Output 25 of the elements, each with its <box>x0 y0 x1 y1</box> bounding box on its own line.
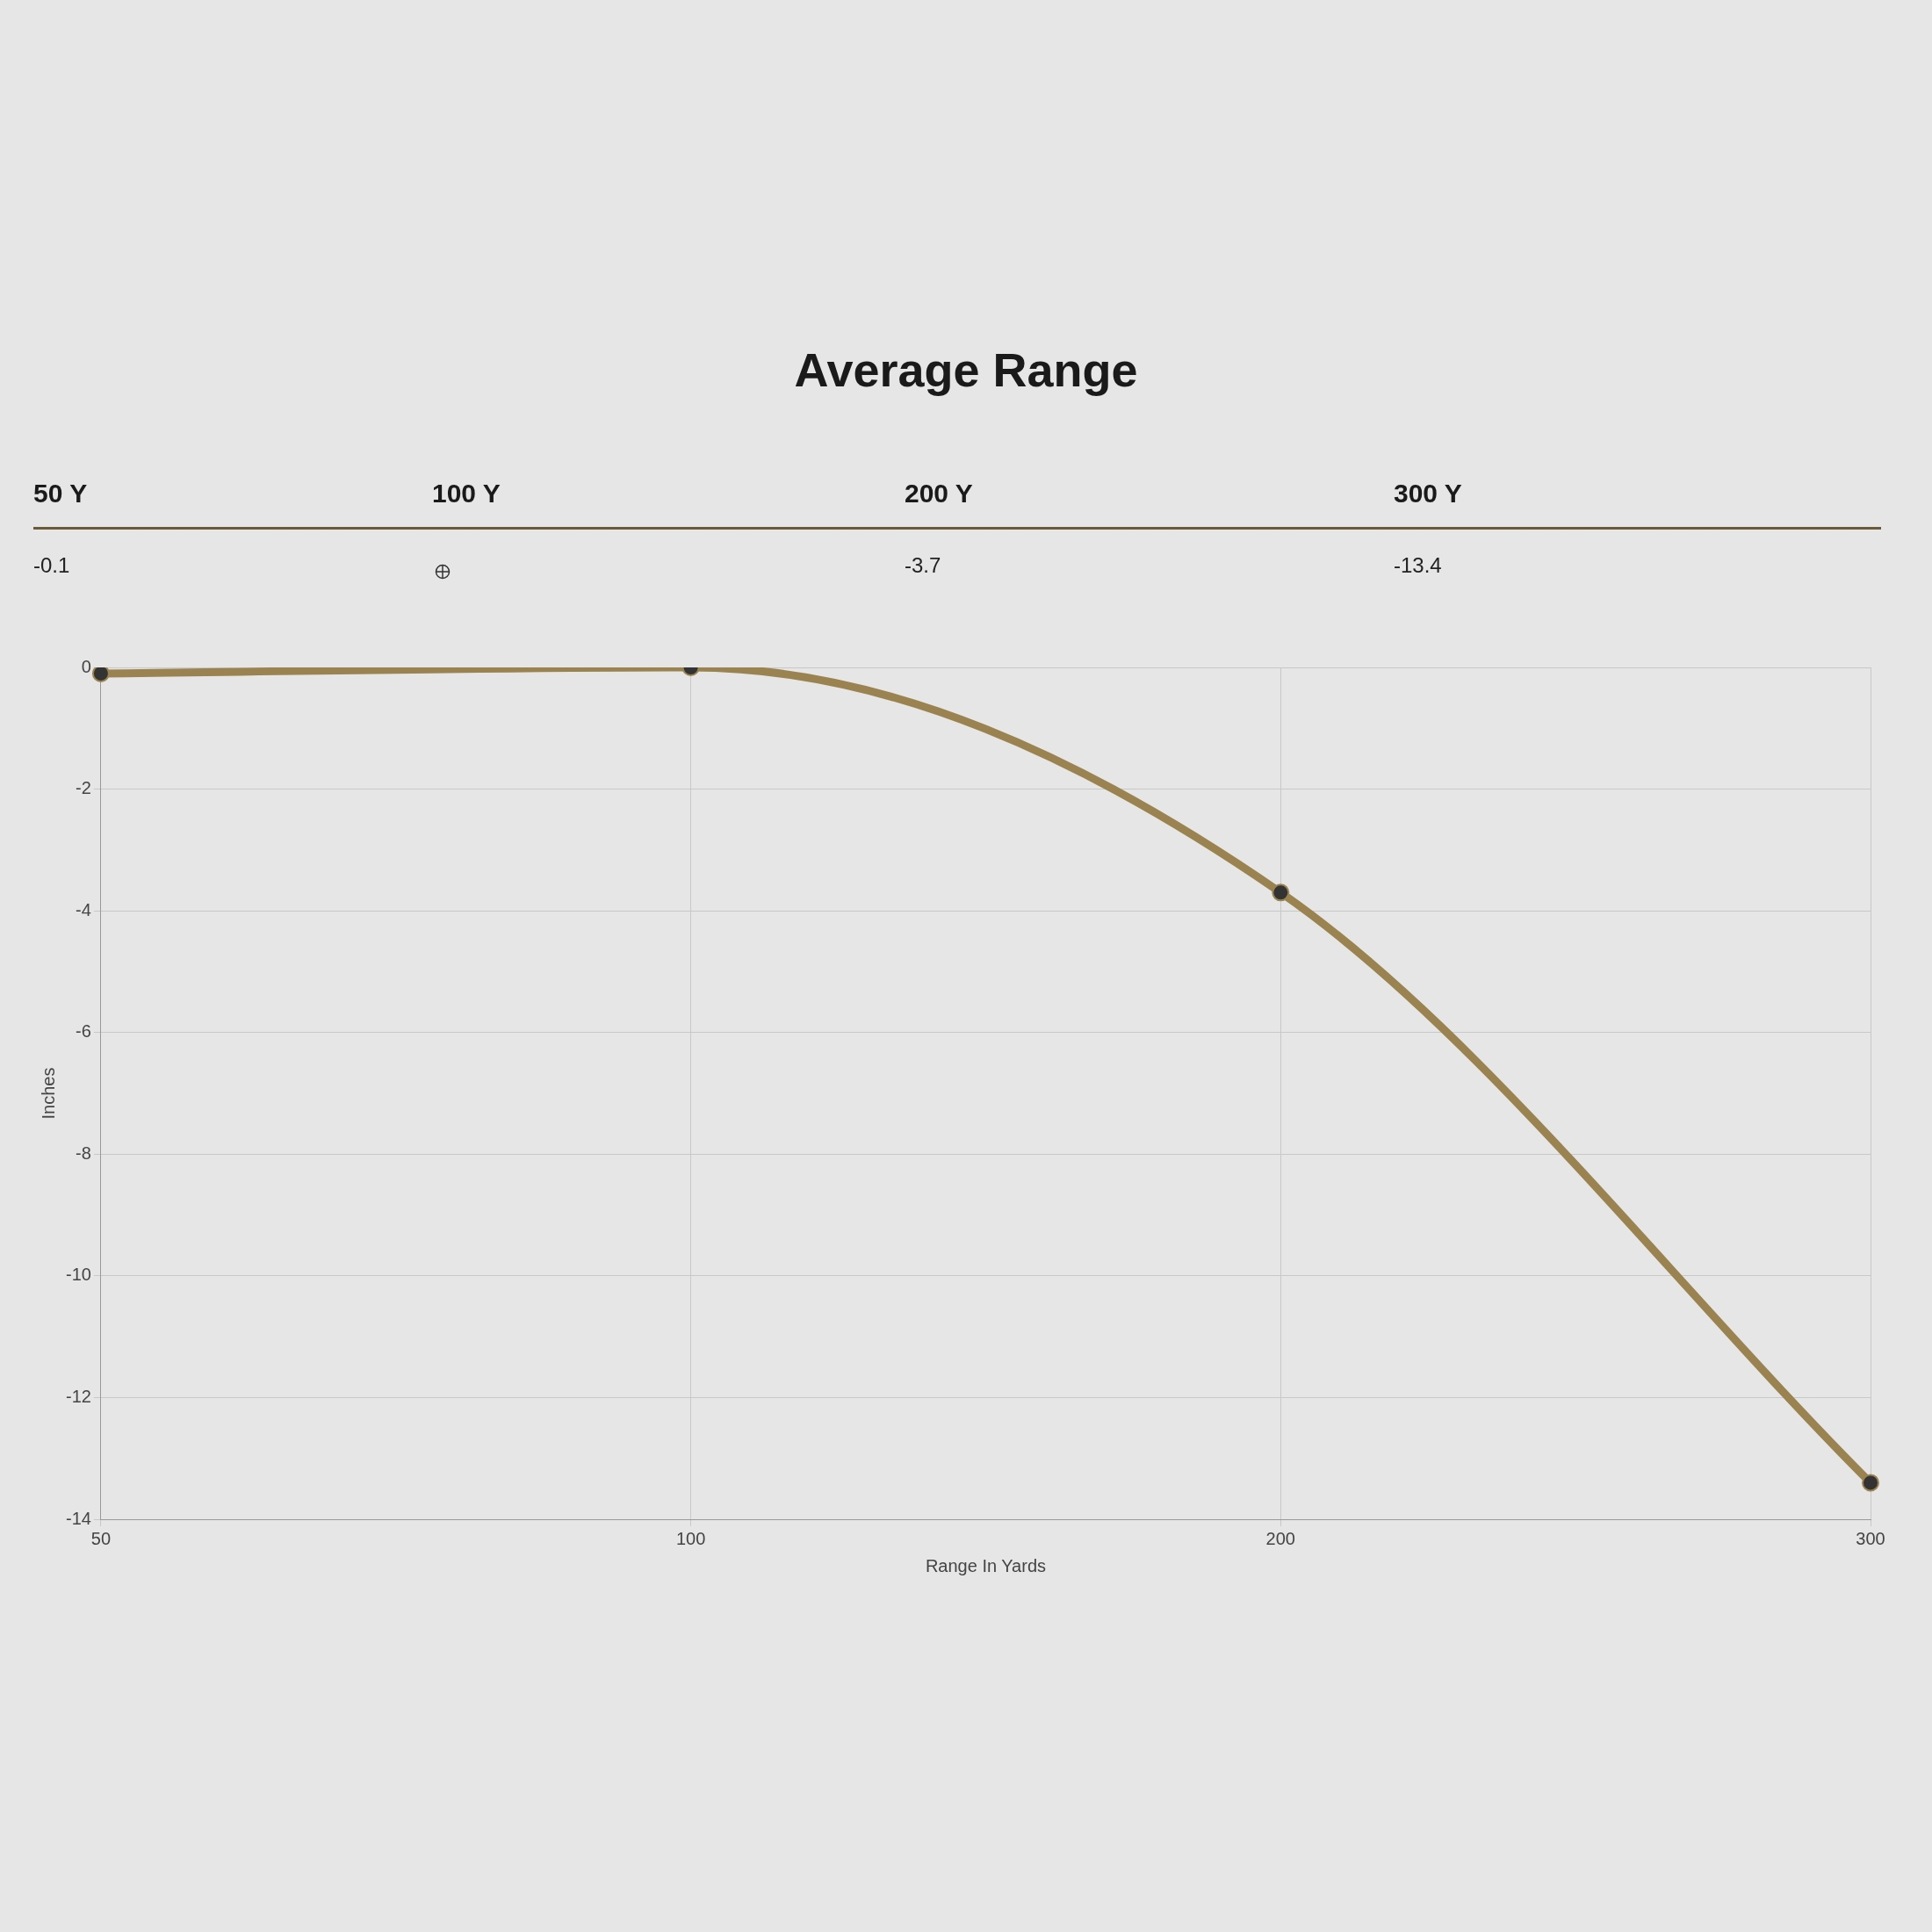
y-tick-label: -6 <box>76 1021 91 1042</box>
text: 50 Y <box>33 479 88 508</box>
y-tick-label: -10 <box>66 1265 91 1285</box>
chart-title: Average Range <box>793 342 1139 397</box>
point <box>91 667 110 682</box>
y-axis-title: Inches <box>38 1067 58 1120</box>
y-tick-label: -14 <box>66 1508 91 1528</box>
text: 300 Y <box>1394 479 1462 508</box>
text: -13.4 <box>1394 553 1442 577</box>
x-tick-label: 200 <box>1265 1528 1295 1548</box>
point <box>1272 883 1290 902</box>
x-tick-label: 100 <box>675 1528 706 1548</box>
text: 200 Y <box>905 479 973 508</box>
y-tick-label: -12 <box>66 1386 91 1406</box>
y-tick-label: -2 <box>76 778 91 798</box>
point <box>1862 1474 1879 1492</box>
y-tick-label: -8 <box>76 1143 91 1163</box>
text: -0.1 <box>33 553 70 577</box>
x-tick-label: 50 <box>90 1528 112 1548</box>
text: -3.7 <box>905 553 941 577</box>
y-tick-label: -4 <box>76 899 91 919</box>
y-tick-label: 0 <box>81 656 91 676</box>
x-axis-title: Range In Yards <box>925 1555 1047 1575</box>
text: 100 Y <box>432 479 501 508</box>
x-tick-label: 300 <box>1856 1528 1885 1548</box>
